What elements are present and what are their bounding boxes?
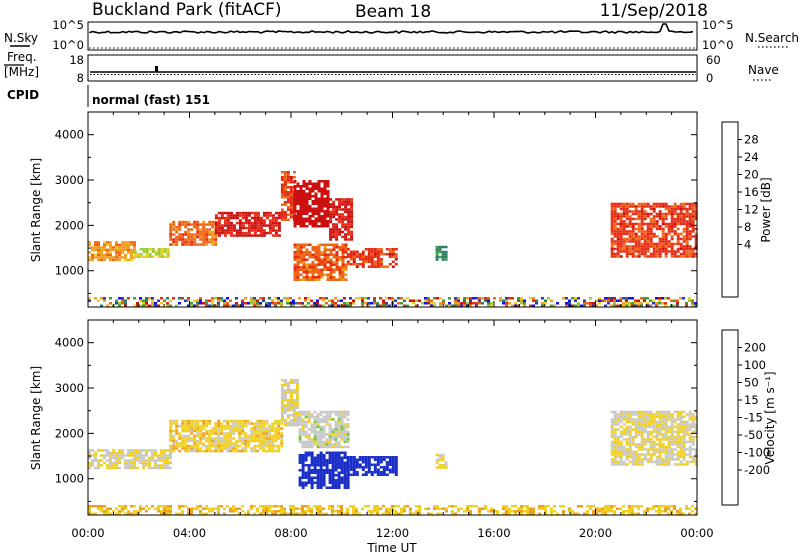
freq-tick-top: 18 (69, 53, 84, 67)
freq-spike (155, 66, 158, 72)
nsky-tick-bottom: 10^0 (52, 38, 84, 52)
velocity-plot-area (88, 320, 697, 515)
velocity-colorbar-tick: 15 (744, 393, 759, 407)
power-echo-region (293, 180, 330, 228)
velocity-echo-region (435, 453, 448, 469)
x-tick-label: 04:00 (173, 526, 206, 540)
power-echo-region (329, 198, 354, 241)
velocity-colorbar-tick: -100 (744, 446, 770, 460)
velocity-y-ticks: 1000 2000 3000 4000 (55, 336, 697, 502)
power-y-tick-label: 3000 (55, 173, 84, 187)
nsky-panel: N.Sky 10^5 10^0 10^5 10^0 N.Search (4, 18, 799, 52)
power-colorbar: 28 24 20 16 12 8 4 (721, 121, 759, 298)
cpid-label: CPID (7, 88, 39, 102)
nave-tick-bottom: 0 (706, 71, 713, 85)
velocity-y-tick-label: 4000 (55, 336, 84, 350)
power-panel: 1000 2000 3000 4000 Slant Range [km] 28 24 20… (29, 111, 773, 308)
power-echo-region (88, 241, 136, 262)
power-colorbar-tick: 12 (744, 203, 759, 217)
x-tick-label: 00:00 (680, 526, 713, 540)
power-y-tick-label: 4000 (55, 128, 84, 142)
power-y-tick-label: 1000 (55, 264, 84, 278)
power-echo-region (435, 245, 448, 261)
power-echo-region (346, 248, 398, 268)
power-echo-region (133, 248, 170, 258)
power-plot-area (88, 112, 697, 307)
velocity-colorbar-tick: 50 (744, 376, 759, 390)
velocity-echo-region (346, 456, 398, 476)
station-title: Buckland Park (fitACF) (92, 0, 282, 20)
x-tick-label: 20:00 (579, 526, 612, 540)
cpid-text: normal (fast) 151 (92, 93, 210, 107)
freq-panel: Freq. [MHz] 18 8 60 0 Nave (4, 50, 779, 85)
velocity-echoes (88, 379, 698, 515)
velocity-y-label: Slant Range [km] (29, 366, 43, 470)
power-echo-region (293, 243, 348, 281)
nsky-trace (89, 23, 694, 34)
nave-tick-top: 60 (706, 53, 721, 67)
velocity-y-tick-label: 2000 (55, 426, 84, 440)
freq-label: Freq. (7, 50, 37, 64)
power-y-tick-label: 2000 (55, 218, 84, 232)
velocity-echo-region (280, 379, 299, 427)
power-x-ticks (87, 112, 698, 307)
nsearch-tick-bottom: 10^0 (702, 38, 734, 52)
nsky-tick-top: 10^5 (52, 18, 84, 32)
nsky-label: N.Sky (4, 31, 38, 45)
x-tick-label: 08:00 (274, 526, 307, 540)
velocity-y-tick-label: 1000 (55, 472, 84, 486)
velocity-echo-region (169, 419, 284, 453)
power-colorbar-tick: 4 (744, 238, 751, 252)
velocity-echo-region (298, 451, 350, 489)
power-y-label: Slant Range [km] (29, 158, 43, 262)
power-colorbar-tick: 28 (744, 133, 759, 147)
velocity-y-tick-label: 3000 (55, 381, 84, 395)
x-tick-label: 16:00 (477, 526, 510, 540)
velocity-colorbar: 200 100 50 15 -15 -50 -100 -200 (721, 329, 770, 506)
nave-label: Nave (748, 63, 779, 77)
velocity-colorbar-tick: 100 (744, 358, 766, 372)
freq-unit: [MHz] (4, 65, 39, 79)
power-y-ticks: 1000 2000 3000 4000 (55, 128, 697, 294)
x-tick-label: 12:00 (376, 526, 409, 540)
velocity-colorbar-tick: -15 (744, 411, 763, 425)
freq-tick-bottom: 8 (77, 71, 84, 85)
velocity-colorbar-label: Velocity [m s⁻¹] (763, 371, 777, 464)
x-tick-labels: 00:00 04:00 08:00 12:00 16:00 20:00 00:00 (71, 526, 713, 540)
x-axis-title: Time UT (366, 541, 417, 554)
power-colorbar-tick: 20 (744, 168, 759, 182)
velocity-echo-region (610, 410, 698, 466)
velocity-echo-region (298, 410, 350, 449)
power-echoes (88, 171, 698, 307)
power-colorbar-tick: 24 (744, 150, 759, 164)
velocity-colorbar-tick: -50 (744, 428, 763, 442)
velocity-echo-region (88, 449, 172, 470)
power-echo-region (214, 211, 281, 237)
beam-label: Beam 18 (355, 2, 431, 22)
power-colorbar-label: Power [dB] (759, 177, 773, 242)
power-colorbar-tick: 16 (744, 185, 759, 199)
x-tick-label: 00:00 (71, 526, 104, 540)
date-label: 11/Sep/2018 (600, 1, 708, 21)
power-echo-region (610, 202, 698, 258)
power-colorbar-tick: 8 (744, 220, 751, 234)
nsearch-label: N.Search (745, 31, 799, 45)
velocity-panel: 1000 2000 3000 4000 Slant Range [km] 200 100… (29, 319, 777, 516)
velocity-colorbar-tick: -200 (744, 463, 770, 477)
velocity-colorbar-tick: 200 (744, 341, 766, 355)
nsearch-tick-top: 10^5 (702, 18, 734, 32)
velocity-x-ticks (87, 320, 698, 515)
